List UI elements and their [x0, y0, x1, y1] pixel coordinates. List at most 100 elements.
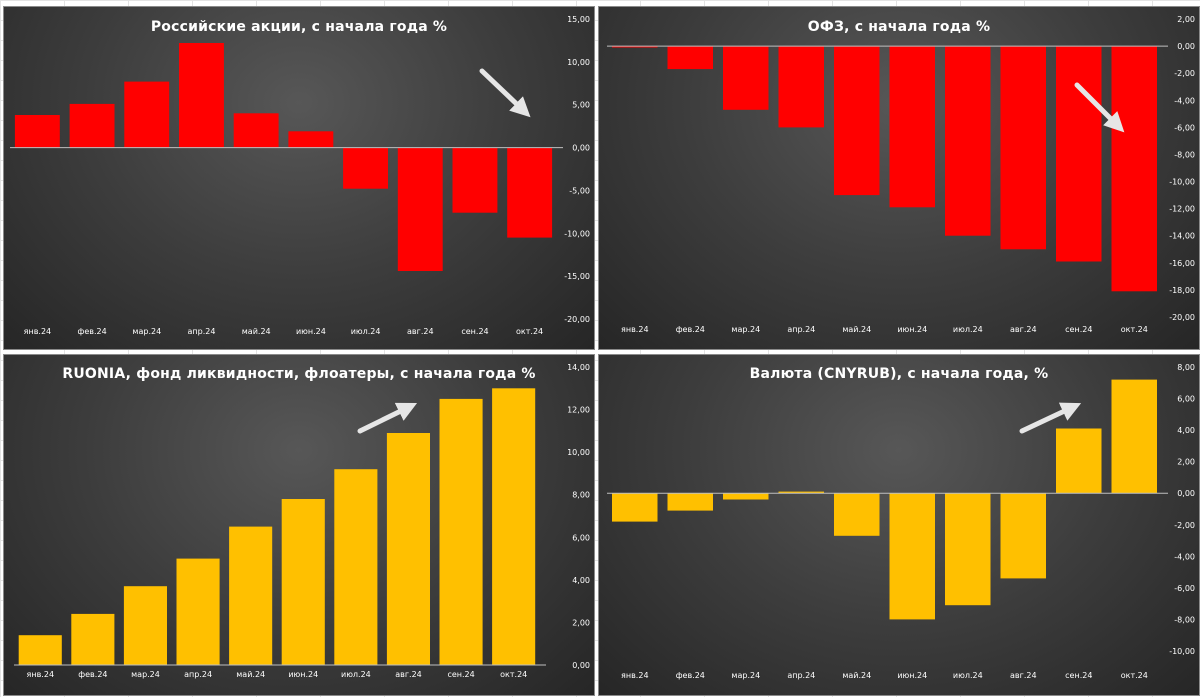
y-tick-label: 0,00: [572, 144, 590, 153]
y-tick-label: -10,00: [1169, 647, 1195, 656]
bar-10[interactable]: [1111, 379, 1158, 494]
chart-title: Российские акции, с начала года %: [150, 19, 448, 35]
bar-1[interactable]: [612, 493, 658, 522]
bar-9[interactable]: [452, 147, 498, 213]
bar-3[interactable]: [723, 46, 769, 110]
bar-10[interactable]: [1111, 46, 1158, 292]
trend-arrow-icon: [479, 68, 531, 118]
x-tick-label: окт.24: [500, 670, 527, 679]
bar-6[interactable]: [889, 46, 936, 208]
bar-8[interactable]: [397, 147, 443, 271]
bar-2[interactable]: [71, 613, 115, 665]
y-tick-label: 10,00: [567, 448, 590, 457]
chart-ofz-svg: 2,00 0,00 -2,00 -4,00 -6,00 -8,00 -10,00 -12,00…: [607, 15, 1195, 334]
bar-2[interactable]: [667, 493, 714, 511]
trend-arrow-icon: [1019, 402, 1082, 434]
x-tick-label: мар.24: [731, 671, 760, 680]
x-tick-label: окт.24: [1121, 671, 1148, 680]
y-tick-label: 0,00: [1177, 489, 1195, 498]
chart-ofz[interactable]: ОФЗ, с начала года % 2,00 0,00 -2,00 -4,00 -…: [598, 6, 1200, 350]
bar-7[interactable]: [334, 469, 378, 665]
x-tick-label: апр.24: [787, 325, 815, 334]
bar-3[interactable]: [723, 493, 769, 500]
bar-3[interactable]: [124, 81, 170, 148]
bar-4[interactable]: [179, 43, 224, 148]
y-tick-label: 8,00: [1177, 363, 1195, 372]
x-tick-label: фев.24: [676, 671, 705, 680]
x-tick-label: апр.24: [184, 670, 212, 679]
y-tick-label: -12,00: [1169, 205, 1195, 214]
chart-ruonia-svg: 14,00 12,00 10,00 8,00 6,00 4,00 2,00 0,00 янв.2…: [14, 363, 590, 679]
x-tick-label: мар.24: [132, 327, 161, 336]
y-tick-label: 2,00: [1177, 458, 1195, 467]
bar-7[interactable]: [945, 46, 991, 236]
bar-1[interactable]: [612, 46, 658, 48]
bar-7[interactable]: [945, 493, 991, 606]
bar-6[interactable]: [288, 131, 334, 148]
bar-5[interactable]: [834, 493, 880, 536]
bar-3[interactable]: [123, 586, 167, 665]
y-tick-label: 6,00: [1177, 395, 1195, 404]
chart-russian-stocks[interactable]: Российские акции, с начала года % 15,00 1…: [3, 6, 595, 350]
y-tick-label: 10,00: [567, 58, 590, 67]
chart-cnyrub-svg: 8,00 6,00 4,00 2,00 0,00 -2,00 -4,00 -6,00 -8,00…: [607, 363, 1195, 680]
bar-8[interactable]: [1000, 46, 1047, 250]
chart-russian-stocks-svg: 15,00 10,00 5,00 0,00 -5,00 -10,00 -15,00 -20,0…: [10, 15, 590, 336]
trend-arrow-icon: [357, 402, 418, 434]
bar-10[interactable]: [507, 147, 553, 238]
y-tick-label: 2,00: [1177, 15, 1195, 24]
bar-2[interactable]: [69, 103, 115, 148]
x-tick-label: май.24: [842, 671, 871, 680]
bar-8[interactable]: [1000, 493, 1047, 579]
bar-6[interactable]: [281, 499, 325, 665]
x-tick-label: июл.24: [953, 671, 983, 680]
y-tick-label: 2,00: [572, 618, 590, 627]
y-tick-label: -2,00: [1174, 521, 1195, 530]
y-tick-label: -20,00: [564, 315, 590, 324]
y-tick-label: -10,00: [1169, 178, 1195, 187]
bar-4[interactable]: [778, 46, 825, 128]
bar-6[interactable]: [889, 493, 936, 620]
y-tick-label: -4,00: [1174, 552, 1195, 561]
x-tick-label: янв.24: [27, 670, 54, 679]
bar-4[interactable]: [176, 558, 220, 665]
x-tick-label: авг.24: [1010, 671, 1037, 680]
x-tick-label: авг.24: [407, 327, 434, 336]
x-tick-label: июн.24: [897, 325, 927, 334]
chart-title: Валюта (CNYRUB), с начала года, %: [749, 366, 1049, 382]
y-tick-label: 15,00: [567, 15, 590, 24]
y-tick-label: -6,00: [1174, 584, 1195, 593]
y-tick-label: -14,00: [1169, 232, 1195, 241]
x-tick-label: янв.24: [621, 671, 648, 680]
y-tick-label: -10,00: [564, 229, 590, 238]
x-tick-label: фев.24: [676, 325, 705, 334]
x-tick-label: сен.24: [1065, 325, 1092, 334]
x-tick-label: июн.24: [296, 327, 326, 336]
x-tick-label: мар.24: [731, 325, 760, 334]
bar-1[interactable]: [14, 115, 60, 148]
x-tick-label: окт.24: [1121, 325, 1148, 334]
bar-5[interactable]: [834, 46, 880, 196]
bar-10[interactable]: [492, 388, 536, 665]
y-tick-label: -15,00: [564, 272, 590, 281]
bar-4[interactable]: [778, 491, 825, 494]
bar-7[interactable]: [343, 147, 388, 189]
bar-9[interactable]: [1056, 46, 1102, 262]
bar-9[interactable]: [1056, 428, 1102, 494]
chart-cnyrub[interactable]: Валюта (CNYRUB), с начала года, % 8,00 6,…: [598, 354, 1200, 696]
x-tick-label: авг.24: [1010, 325, 1037, 334]
x-tick-label: июл.24: [953, 325, 983, 334]
y-tick-label: 14,00: [567, 363, 590, 372]
y-tick-label: 5,00: [572, 101, 590, 110]
bar-2[interactable]: [667, 46, 714, 70]
y-tick-label: 0,00: [572, 661, 590, 670]
bar-8[interactable]: [386, 433, 430, 665]
bar-1[interactable]: [18, 635, 62, 665]
bar-9[interactable]: [439, 398, 483, 665]
y-tick-label: -16,00: [1169, 259, 1195, 268]
bar-5[interactable]: [233, 113, 279, 148]
bar-5[interactable]: [229, 526, 273, 665]
chart-ruonia[interactable]: RUONIA, фонд ликвидности, флоатеры, с на…: [3, 354, 595, 696]
x-tick-label: май.24: [236, 670, 265, 679]
x-tick-label: авг.24: [395, 670, 422, 679]
